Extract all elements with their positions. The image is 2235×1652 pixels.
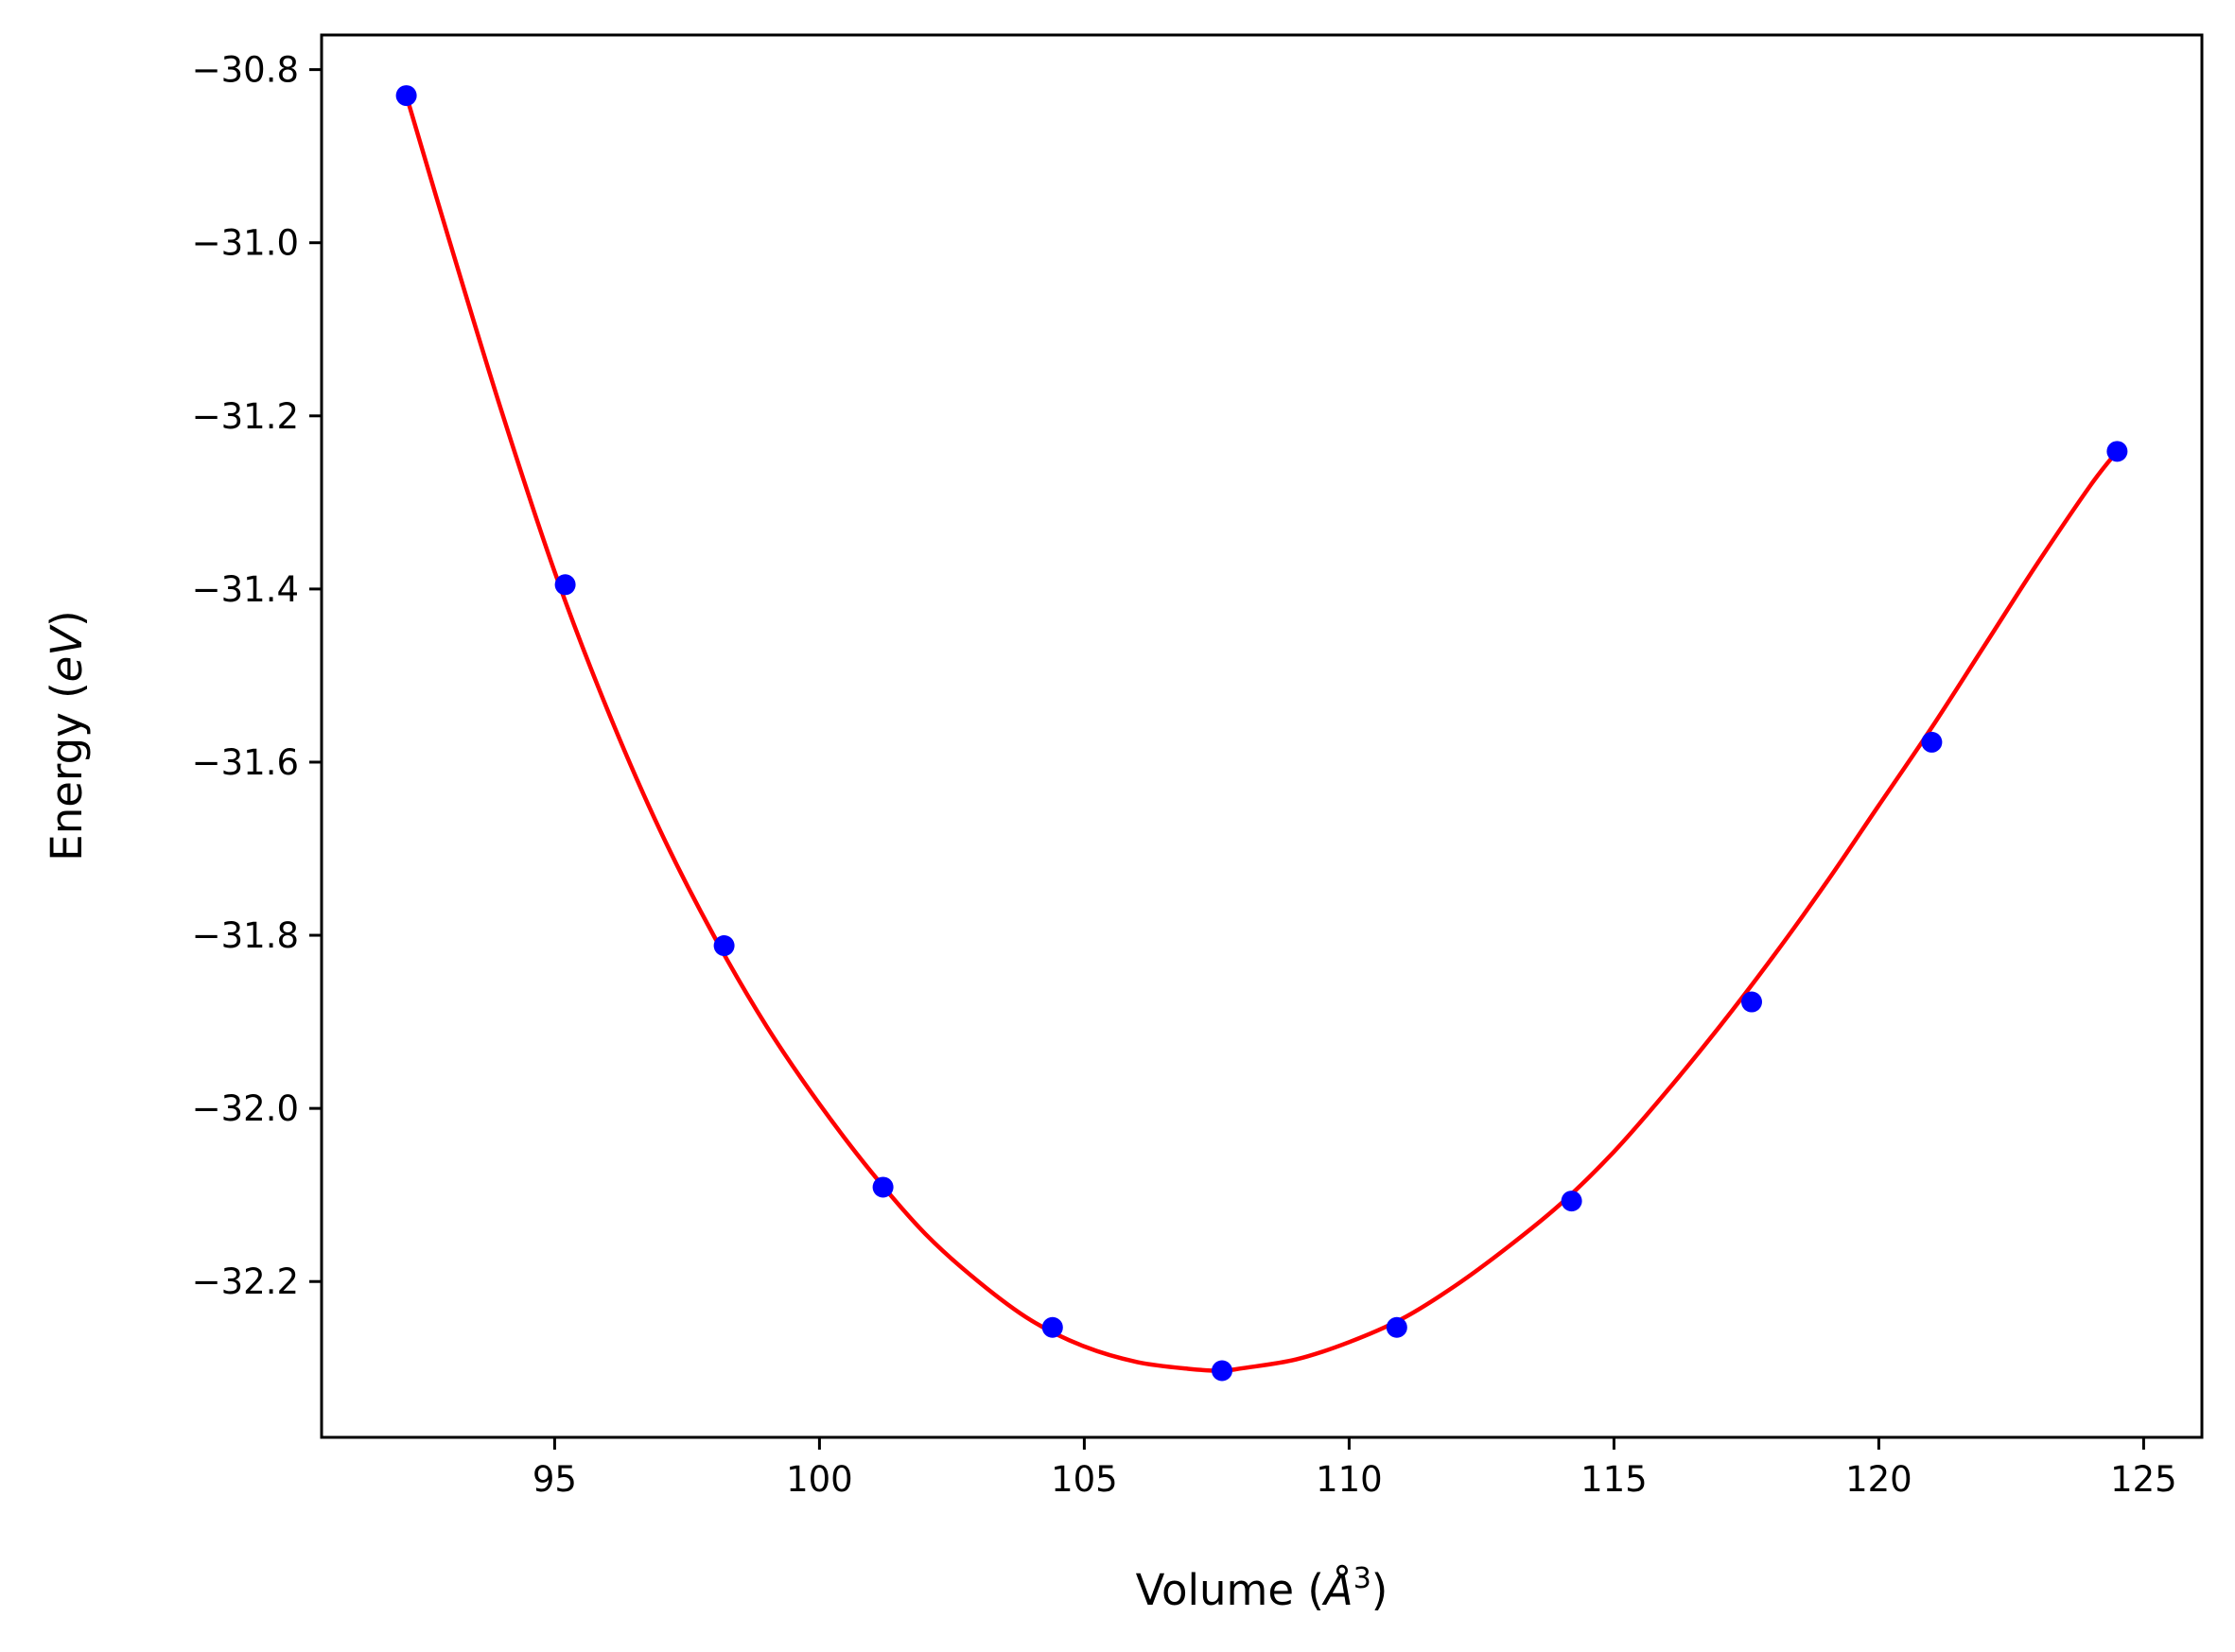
x-tick-label: 115 <box>1580 1459 1648 1500</box>
y-tick-label: −32.2 <box>192 1261 299 1302</box>
data-point <box>1741 991 1762 1013</box>
x-axis-title-exponent: 3 <box>1353 1562 1371 1595</box>
x-axis-title-suffix: ) <box>1371 1565 1388 1615</box>
x-tick-label: 125 <box>2110 1459 2177 1500</box>
x-tick-label: 95 <box>533 1459 577 1500</box>
x-axis-title: Volume (Å3) <box>1136 1562 1388 1615</box>
data-point <box>1921 731 1943 753</box>
data-point <box>872 1176 894 1198</box>
x-tick-label: 105 <box>1051 1459 1118 1500</box>
y-axis-title-prefix: Energy ( <box>42 682 92 861</box>
y-tick-label: −30.8 <box>192 50 299 91</box>
data-point <box>554 574 576 596</box>
data-point <box>2106 441 2128 462</box>
data-point <box>1386 1316 1407 1338</box>
x-tick-label: 100 <box>786 1459 853 1500</box>
data-point <box>1561 1191 1582 1212</box>
x-axis-title-prefix: Volume ( <box>1136 1565 1324 1615</box>
data-point <box>1212 1360 1232 1382</box>
plot-frame <box>320 33 2204 1439</box>
x-tick-label: 120 <box>1845 1459 1912 1500</box>
y-tick-label: −31.2 <box>192 396 299 437</box>
y-tick-label: −31.0 <box>192 223 299 264</box>
y-axis-title-unit: eV <box>42 624 92 683</box>
plot-background <box>322 35 2202 1437</box>
x-tick-label: 110 <box>1316 1459 1383 1500</box>
y-tick-label: −31.4 <box>192 569 299 610</box>
y-axis-title-suffix: ) <box>42 610 92 627</box>
data-point <box>713 935 735 957</box>
y-tick-label: −31.8 <box>192 915 299 956</box>
y-tick-label: −32.0 <box>192 1088 299 1129</box>
x-axis-ticks: 95 100 105 110 115 120 125 <box>533 1437 2177 1500</box>
y-axis-title: Energy (eV) <box>42 610 92 861</box>
y-tick-label: −31.6 <box>192 742 299 783</box>
plot-layer <box>395 85 2128 1382</box>
data-point <box>1041 1316 1063 1338</box>
data-point <box>395 85 417 107</box>
x-axis-title-unit: Å <box>1321 1565 1353 1615</box>
y-axis-ticks: −30.8 −31.0 −31.2 −31.4 −31.6 −31.8 −32.0 −32.2 <box>192 50 322 1302</box>
